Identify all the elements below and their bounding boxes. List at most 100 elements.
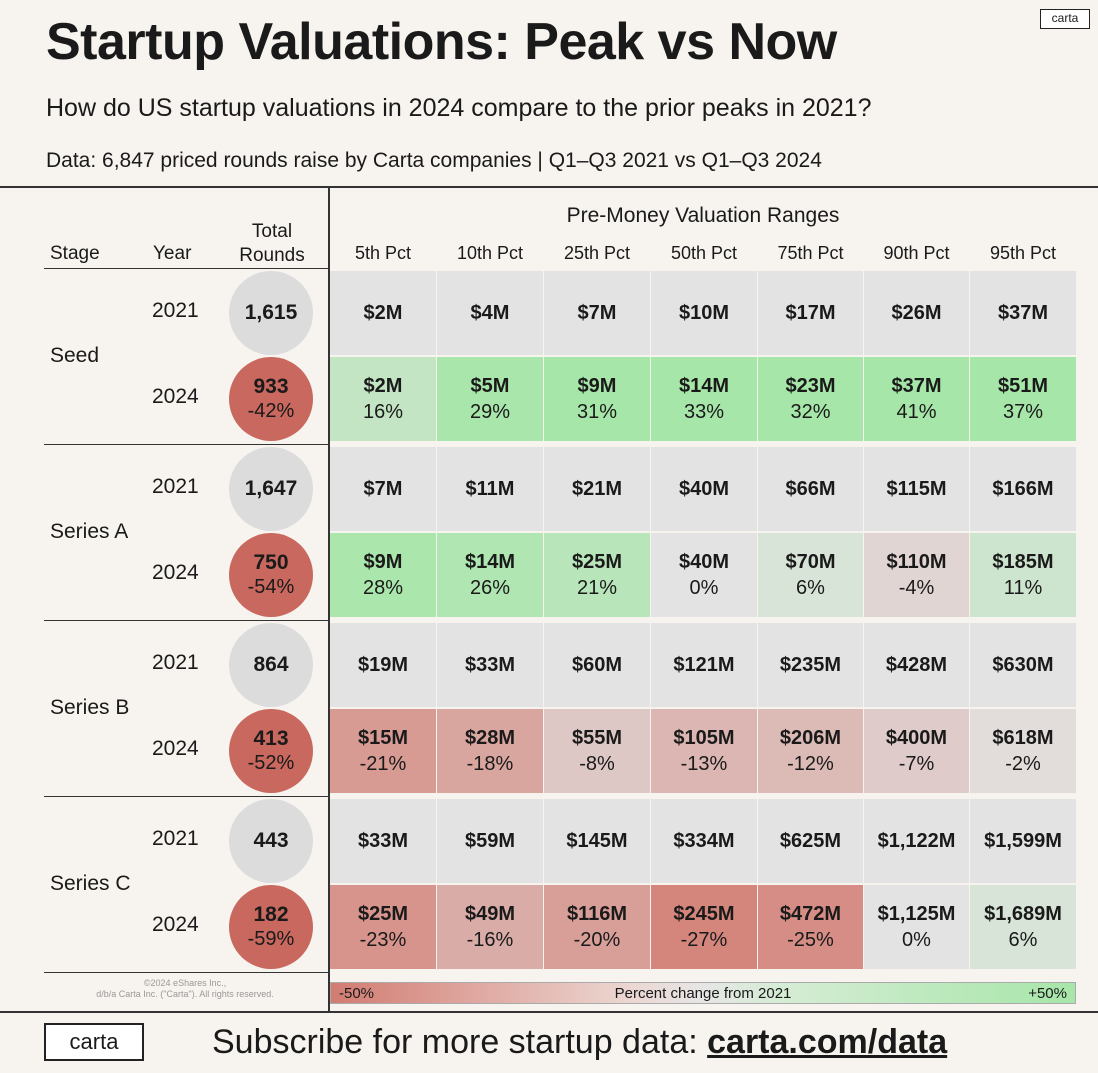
heatmap-cell: $7M: [330, 447, 436, 531]
valuation-value: $26M: [891, 302, 942, 324]
stage-divider: [44, 972, 330, 973]
percent-change: 32%: [790, 401, 831, 423]
heatmap-cell: $25M 21%: [544, 533, 650, 617]
subscribe-cta: Subscribe for more startup data: carta.c…: [212, 1023, 947, 1062]
header-divider: [0, 186, 1098, 188]
valuation-value: $400M: [885, 727, 948, 749]
heatmap-cell: $10M: [651, 271, 757, 355]
heatmap-cell: $7M: [544, 271, 650, 355]
stage-divider: [44, 444, 330, 445]
total-rounds-value: 933: [253, 375, 289, 398]
heatmap-cell: $70M 6%: [758, 533, 863, 617]
percent-change: -2%: [1005, 753, 1041, 775]
subscribe-link[interactable]: carta.com/data: [707, 1023, 948, 1061]
valuation-value: $37M: [891, 375, 942, 397]
stage-divider: [44, 620, 330, 621]
percent-change: 16%: [362, 401, 404, 423]
heatmap-cell: $33M: [437, 623, 543, 707]
valuation-value: $7M: [577, 302, 617, 324]
legend-center-label: Percent change from 2021: [614, 985, 792, 1002]
heatmap-cell: $105M -13%: [651, 709, 757, 793]
valuation-value: $14M: [464, 551, 516, 573]
heatmap-cell: $17M: [758, 271, 863, 355]
valuation-value: $11M: [465, 478, 515, 500]
total-rounds-value: 1,615: [244, 301, 298, 324]
valuation-value: $33M: [357, 830, 409, 852]
carta-logo: carta: [44, 1023, 144, 1061]
percentile-header: 10th Pct: [456, 243, 524, 263]
valuation-value: $472M: [779, 903, 842, 925]
heatmap-cell: $37M: [970, 271, 1076, 355]
heatmap-cell: $1,125M 0%: [864, 885, 969, 969]
percent-change: -4%: [898, 577, 935, 599]
percent-change: 6%: [1008, 929, 1038, 951]
year-label: 2021: [152, 475, 199, 498]
percent-change: 28%: [362, 577, 404, 599]
carta-logo-small: carta: [1040, 9, 1090, 29]
percent-change: 37%: [1002, 401, 1044, 423]
valuation-value: $334M: [673, 830, 735, 852]
valuation-value: $70M: [785, 551, 836, 573]
heatmap-cell: $28M -18%: [437, 709, 543, 793]
heatmap-cell: $400M -7%: [864, 709, 969, 793]
valuation-value: $145M: [566, 830, 628, 852]
year-label: 2024: [152, 913, 199, 936]
percent-change: -25%: [787, 929, 834, 951]
valuation-value: $2M: [363, 302, 403, 324]
heatmap-cell: $630M: [970, 623, 1076, 707]
copyright-line2: d/b/a Carta Inc. ("Carta"). All rights r…: [96, 989, 274, 999]
valuation-value: $15M: [357, 727, 409, 749]
valuation-value: $40M: [678, 551, 730, 573]
valuation-value: $23M: [785, 375, 836, 397]
heatmap-cell: $19M: [330, 623, 436, 707]
heatmap-cell: $40M 0%: [651, 533, 757, 617]
heatmap-cell: $9M 28%: [330, 533, 436, 617]
heatmap-cell: $2M: [330, 271, 436, 355]
heatmap-cell: $4M: [437, 271, 543, 355]
heatmap-cell: $60M: [544, 623, 650, 707]
percent-change: 29%: [469, 401, 511, 423]
heatmap-cell: $1,599M: [970, 799, 1076, 883]
percent-change: -27%: [680, 929, 728, 951]
heatmap-cell: $33M: [330, 799, 436, 883]
valuation-value: $1,125M: [877, 903, 956, 925]
percent-change: 11%: [1003, 577, 1043, 599]
percent-change: -23%: [359, 929, 407, 951]
legend-max-label: +50%: [1028, 985, 1067, 1002]
total-rounds-change: -52%: [247, 752, 295, 774]
chart-title: Startup Valuations: Peak vs Now: [46, 13, 837, 71]
percent-change: -8%: [579, 753, 615, 775]
heatmap-cell: $121M: [651, 623, 757, 707]
heatmap-cell: $472M -25%: [758, 885, 863, 969]
total-rounds-value: 750: [253, 551, 289, 574]
copyright-line1: ©2024 eShares Inc.,: [143, 978, 227, 988]
stage-label: Seed: [50, 344, 100, 367]
heatmap-cell: $1,122M: [864, 799, 969, 883]
heatmap-cell: $11M: [437, 447, 543, 531]
stage-label: Series A: [50, 520, 129, 543]
heatmap-cell: $334M: [651, 799, 757, 883]
year-label: 2021: [152, 299, 199, 322]
heatmap-cell: $21M: [544, 447, 650, 531]
percent-change: 0%: [902, 929, 931, 951]
percent-change: 6%: [796, 577, 825, 599]
total-rounds-bubble: 443: [229, 799, 313, 883]
heatmap-cell: $1,689M 6%: [970, 885, 1076, 969]
valuation-value: $9M: [363, 551, 403, 573]
valuation-value: $2M: [363, 375, 403, 397]
percent-change: -13%: [680, 753, 728, 775]
stage-label: Series B: [50, 696, 130, 719]
valuation-value: $25M: [571, 551, 623, 573]
valuation-value: $116M: [566, 903, 628, 925]
valuation-value: $40M: [678, 478, 730, 500]
valuation-value: $66M: [785, 478, 836, 500]
year-column-header: Year: [153, 243, 192, 264]
total-rounds-value: 413: [253, 727, 289, 750]
total-rounds-bubble: 1,615: [229, 271, 313, 355]
heatmap-cell: $206M -12%: [758, 709, 863, 793]
valuation-value: $37M: [997, 302, 1049, 324]
valuation-ranges-header: Pre-Money Valuation Ranges: [566, 204, 840, 227]
valuation-value: $5M: [470, 375, 510, 397]
valuation-value: $166M: [992, 478, 1054, 500]
percentile-header: 25th Pct: [563, 243, 631, 263]
